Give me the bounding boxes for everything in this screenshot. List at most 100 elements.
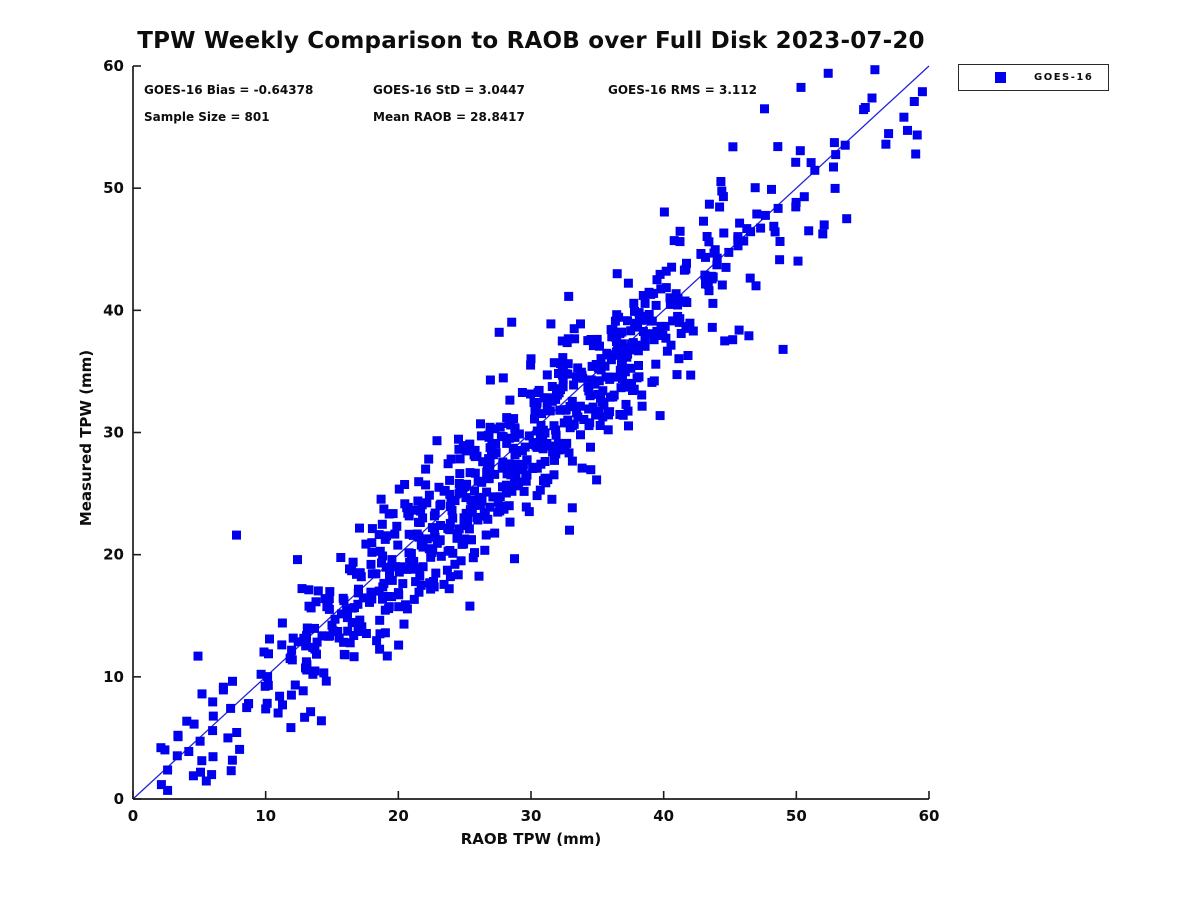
scatter-point	[387, 575, 397, 585]
scatter-point	[378, 551, 388, 561]
scatter-point	[301, 634, 311, 644]
scatter-point	[667, 262, 677, 272]
scatter-point	[320, 594, 330, 604]
scatter-point	[208, 711, 218, 721]
scatter-point	[501, 488, 511, 498]
scatter-point	[818, 229, 828, 239]
scatter-point	[510, 466, 519, 476]
scatter-point	[536, 420, 546, 430]
scatter-point	[431, 568, 441, 578]
scatter-point	[572, 408, 582, 418]
scatter-point	[422, 498, 432, 508]
scatter-point	[617, 372, 627, 382]
scatter-point	[549, 470, 559, 480]
scatter-point	[207, 770, 217, 780]
scatter-point	[278, 700, 287, 710]
scatter-point	[468, 553, 478, 563]
scatter-point	[728, 335, 738, 345]
scatter-point	[633, 346, 643, 356]
scatter-point	[606, 325, 616, 335]
scatter-point	[870, 65, 880, 75]
scatter-point	[681, 264, 691, 274]
scatter-point	[414, 563, 424, 573]
scatter-point	[355, 615, 365, 625]
scatter-point	[454, 524, 464, 534]
scatter-point	[503, 466, 513, 475]
scatter-point	[609, 372, 618, 382]
scatter-point	[385, 570, 394, 580]
scatter-point	[532, 491, 542, 501]
scatter-point	[417, 500, 427, 510]
scatter-point	[277, 618, 287, 628]
scatter-point	[572, 372, 581, 382]
scatter-point	[277, 640, 287, 650]
scatter-point	[592, 475, 602, 485]
scatter-point	[456, 485, 465, 495]
scatter-point	[452, 533, 462, 543]
scatter-point	[375, 615, 385, 625]
scatter-point	[661, 266, 671, 276]
scatter-point	[302, 660, 312, 670]
scatter-point	[720, 336, 730, 346]
scatter-point	[673, 300, 683, 310]
scatter-point	[791, 202, 801, 212]
scatter-point	[347, 566, 357, 576]
scatter-point	[337, 609, 346, 619]
scatter-point	[464, 524, 474, 534]
scatter-point	[490, 469, 500, 479]
scatter-point	[640, 298, 650, 308]
scatter-point	[569, 380, 579, 390]
scatter-point	[721, 262, 731, 272]
x-axis-label: RAOB TPW (mm)	[460, 830, 602, 848]
scatter-point	[674, 354, 684, 364]
scatter-point	[421, 480, 431, 490]
scatter-point	[393, 540, 403, 550]
scatter-point	[745, 273, 755, 283]
scatter-point	[594, 376, 604, 386]
scatter-point	[567, 456, 577, 466]
scatter-point	[218, 682, 228, 692]
scatter-point	[707, 322, 717, 332]
scatter-point	[647, 377, 657, 387]
scatter-point	[652, 326, 662, 336]
scatter-point	[502, 413, 512, 423]
scatter-point	[769, 221, 779, 231]
scatter-point	[394, 640, 404, 650]
scatter-point	[542, 439, 552, 448]
scatter-point	[509, 414, 519, 424]
scatter-point	[638, 327, 648, 336]
scatter-point	[637, 401, 647, 411]
scatter-point	[348, 557, 358, 567]
scatter-point	[718, 192, 728, 202]
scatter-point	[184, 747, 194, 756]
scatter-point	[626, 326, 636, 336]
scatter-point	[526, 389, 535, 399]
scatter-point	[448, 513, 458, 523]
scatter-point	[404, 529, 414, 539]
scatter-point	[682, 323, 692, 333]
scatter-point	[319, 668, 329, 678]
scatter-point	[456, 556, 466, 566]
scatter-point	[416, 580, 426, 590]
scatter-point	[459, 521, 469, 531]
scatter-point	[535, 435, 545, 445]
scatter-point	[640, 333, 650, 342]
scatter-point	[504, 419, 514, 428]
scatter-point	[623, 278, 633, 288]
scatter-point	[547, 441, 556, 451]
scatter-point	[819, 220, 829, 230]
scatter-point	[404, 548, 414, 558]
scatter-point	[773, 142, 783, 152]
scatter-point	[559, 418, 569, 428]
scatter-point	[379, 504, 389, 514]
scatter-point	[193, 651, 203, 661]
scatter-point	[387, 555, 397, 565]
scatter-point	[343, 626, 353, 636]
scatter-point	[458, 441, 468, 451]
scatter-point	[628, 386, 637, 395]
scatter-point	[595, 421, 605, 430]
scatter-point	[556, 359, 565, 369]
scatter-point	[555, 405, 565, 415]
scatter-point	[627, 343, 636, 353]
